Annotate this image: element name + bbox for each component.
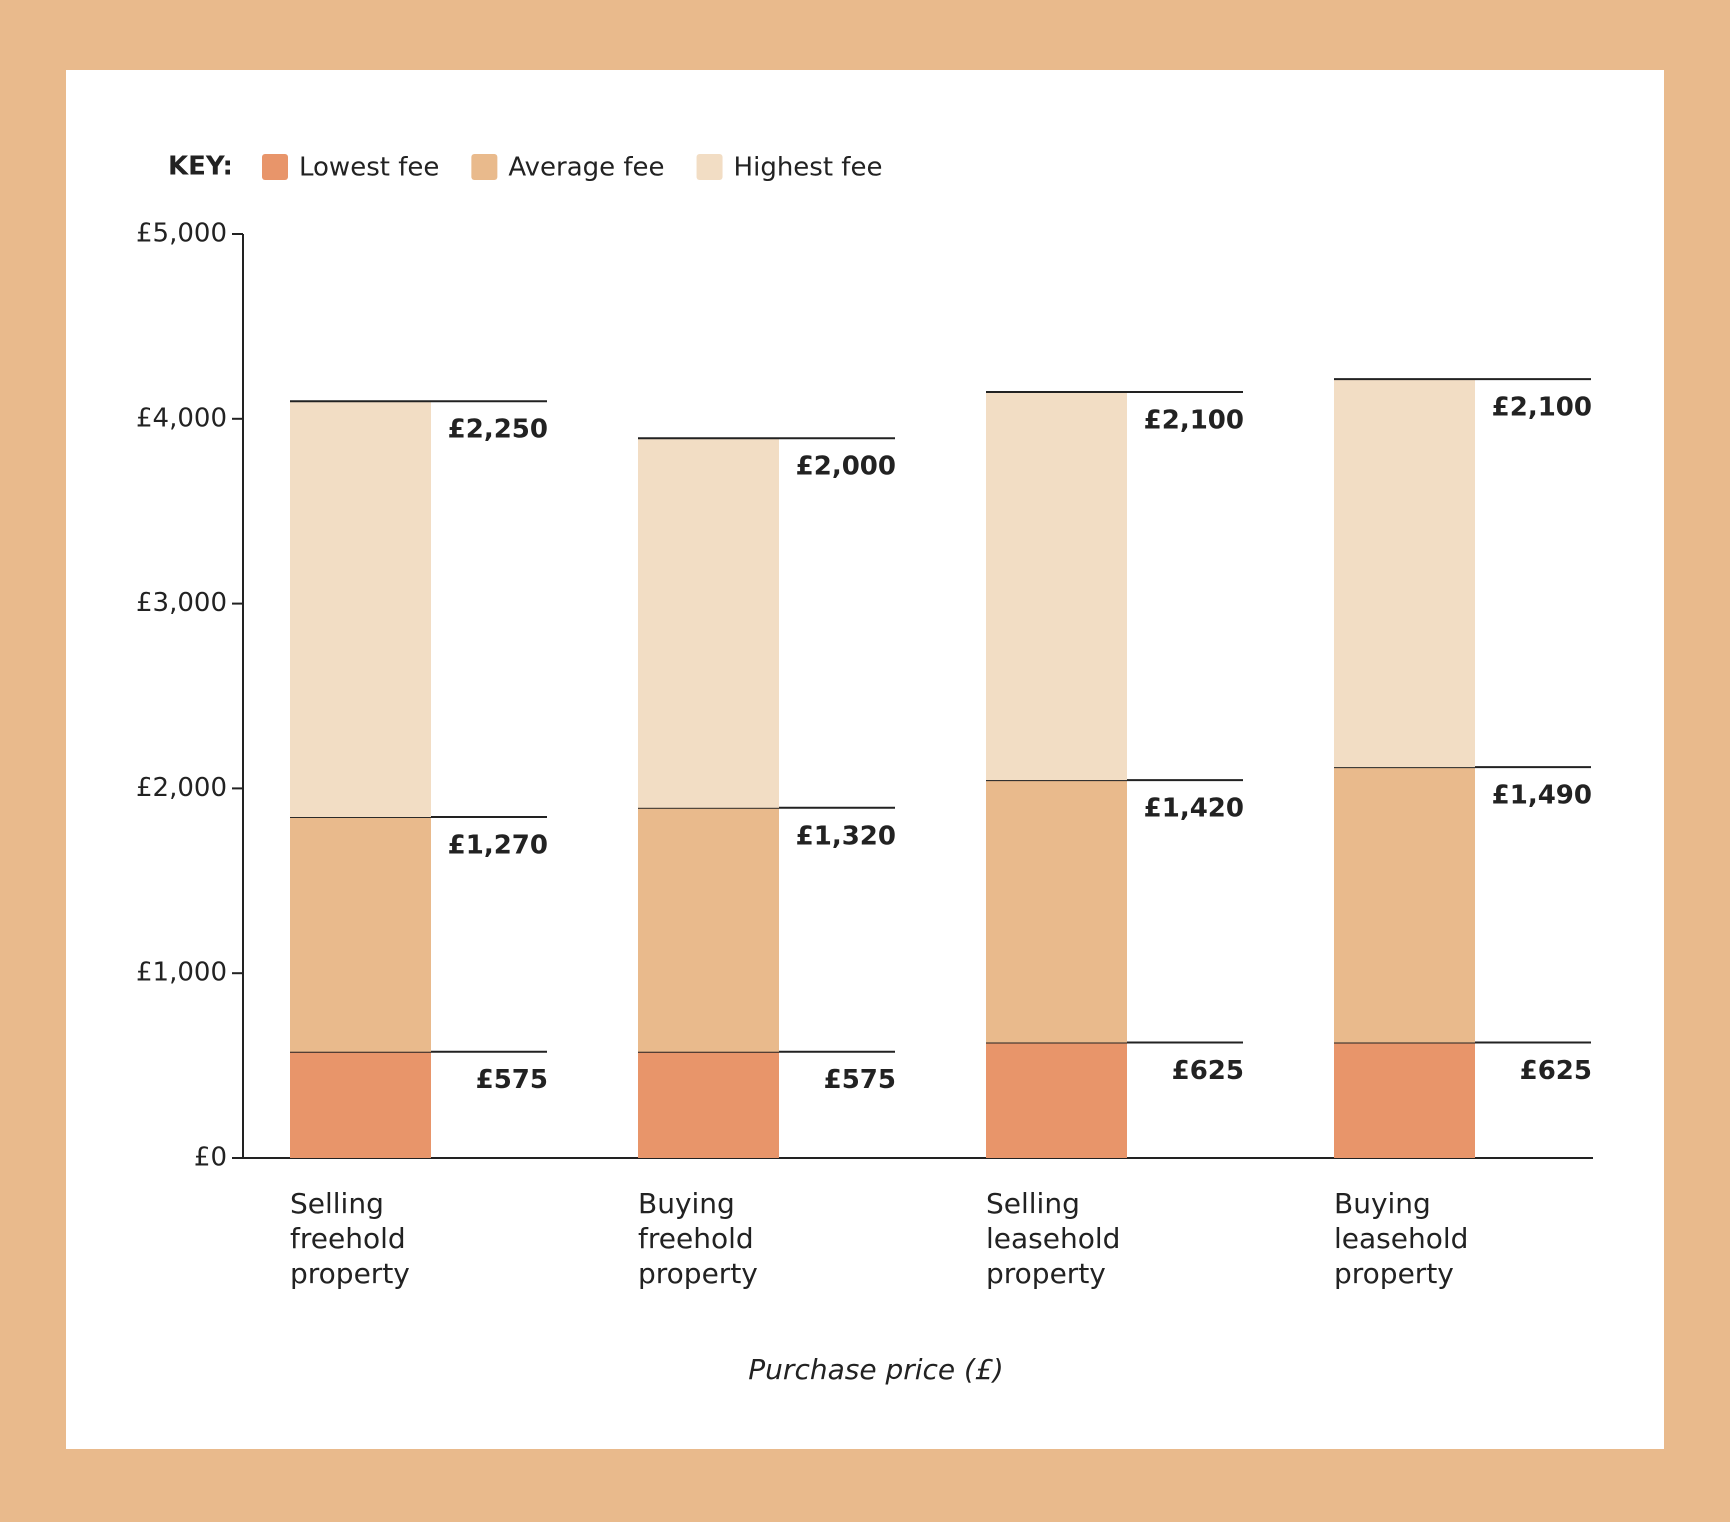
- bar-segment: [1334, 767, 1475, 1043]
- bar-segment: [638, 1051, 779, 1158]
- value-label: £1,490: [1492, 781, 1592, 811]
- value-label: £625: [1172, 1056, 1244, 1086]
- x-tick-label: Buying freehold property: [638, 1187, 758, 1290]
- legend-swatch: [262, 154, 288, 180]
- value-label: £575: [476, 1065, 548, 1095]
- bar-segment: [1334, 1042, 1475, 1158]
- x-tick-label: Selling freehold property: [290, 1187, 410, 1290]
- bar-segment: [986, 780, 1127, 1043]
- bar-segment: [638, 807, 779, 1052]
- y-tick-label: £4,000: [136, 403, 227, 433]
- x-tick-label: Selling leasehold property: [986, 1187, 1121, 1290]
- legend-swatch: [696, 154, 723, 180]
- bar-segment: [986, 392, 1127, 781]
- value-label: £2,000: [796, 452, 896, 482]
- y-tick-label: £5,000: [136, 219, 227, 249]
- value-label: £2,100: [1492, 393, 1592, 423]
- bar-segment: [986, 1042, 1127, 1158]
- legend-label: Highest fee: [734, 153, 883, 183]
- value-label: £2,100: [1144, 406, 1244, 436]
- bar-segment: [638, 438, 779, 808]
- y-tick-label: £3,000: [136, 588, 227, 618]
- value-label: £1,420: [1144, 794, 1244, 824]
- y-tick-label: £0: [194, 1143, 227, 1173]
- y-tick-label: £1,000: [136, 958, 227, 988]
- legend-title: KEY:: [168, 152, 233, 182]
- x-tick-label: Buying leasehold property: [1334, 1187, 1469, 1290]
- value-label: £1,270: [448, 831, 548, 861]
- bar-segment: [290, 1051, 431, 1158]
- bar-segment: [290, 817, 431, 1052]
- y-tick-label: £2,000: [136, 773, 227, 803]
- legend-label: Average fee: [508, 153, 664, 183]
- bar-segment: [290, 401, 431, 818]
- value-label: £575: [824, 1065, 896, 1095]
- value-label: £2,250: [448, 415, 548, 445]
- value-label: £625: [1520, 1056, 1592, 1086]
- bar-segment: [1334, 379, 1475, 768]
- legend-label: Lowest fee: [299, 153, 439, 183]
- legend-swatch: [471, 154, 498, 180]
- value-label: £1,320: [796, 821, 896, 851]
- x-axis-label: Purchase price (£): [748, 1353, 1003, 1386]
